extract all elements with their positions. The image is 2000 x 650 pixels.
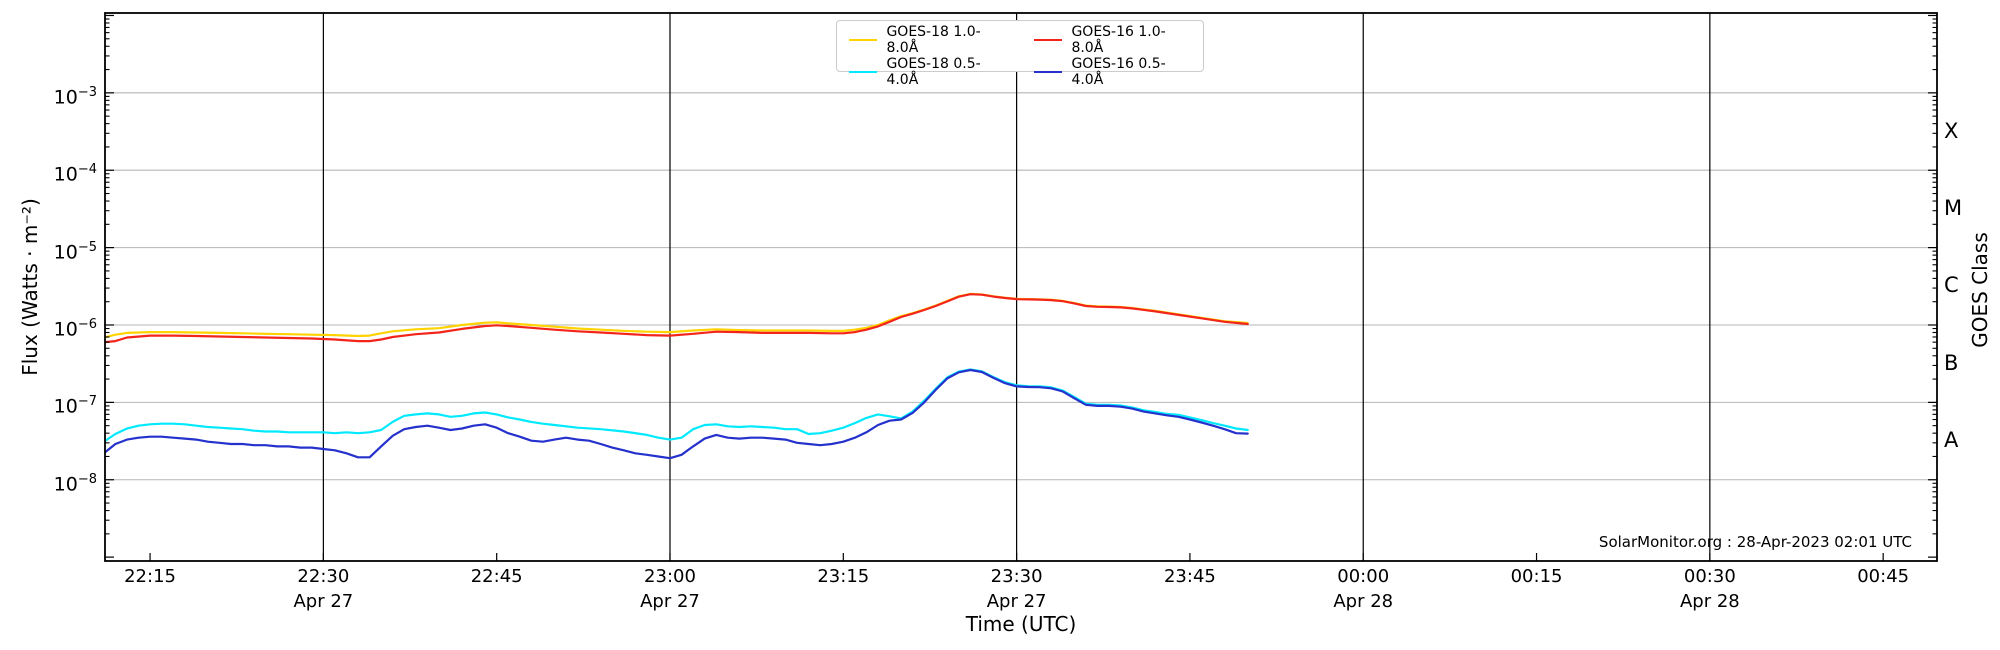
legend-item: GOES-16 0.5-4.0Å [1034,56,1191,88]
x-tick-date: Apr 27 [640,591,700,612]
legend-item: GOES-18 1.0-8.0Å [849,24,1006,56]
goes-class-letter: M [1944,195,1963,220]
legend-swatch [849,38,878,42]
right-axis-label: GOES Class [1968,232,1992,348]
x-tick-label: 00:15 [1510,566,1563,587]
x-tick-label: 00:00 [1337,566,1390,587]
x-tick-label: 23:30 [990,566,1043,587]
x-tick-label: 00:45 [1857,566,1910,587]
y-tick-label: 10−4 [53,162,97,186]
x-tick-label: 23:00 [644,566,696,587]
series-line [105,368,1249,460]
legend-item-label: GOES-16 0.5-4.0Å [1071,56,1166,88]
x-tick-date: Apr 28 [1333,591,1394,612]
plot-frame [104,12,1938,562]
series-line [105,368,1249,443]
y-tick-label: 10−6 [53,316,97,341]
x-tick-label: 22:30 [297,566,350,587]
y-tick-label: 10−5 [53,239,97,263]
legend-item-label: GOES-16 1.0-8.0Å [1071,24,1166,56]
axis-ticks [105,14,1937,561]
legend-item-label: GOES-18 1.0-8.0Å [886,24,981,56]
x-axis-label: Time (UTC) [965,612,1077,636]
legend-swatch [849,70,878,74]
x-tick-label: 23:15 [817,566,870,587]
series-lines [105,292,1249,460]
x-tick-label: 22:45 [470,566,523,587]
series-line [105,292,1249,339]
y-tick-label: 10−3 [53,84,97,109]
legend-swatch [1034,70,1063,74]
y-axis-label: Flux (Watts · m⁻²) [18,198,42,376]
legend-item: GOES-16 1.0-8.0Å [1034,24,1191,56]
legend-item-label: GOES-18 0.5-4.0Å [886,56,981,88]
x-tick-date: Apr 28 [1679,591,1740,612]
legend-swatch [1034,38,1063,42]
watermark-text: SolarMonitor.org : 28-Apr-2023 02:01 UTC [1598,533,1912,551]
series-line [105,293,1249,344]
vertical-gridlines [322,13,1711,561]
x-tick-date: Apr 27 [293,591,354,612]
x-tick-date: Apr 27 [986,591,1047,612]
y-tick-label: 10−8 [53,471,97,496]
goes-class-letter: B [1944,350,1959,375]
goes-class-letter: C [1944,273,1959,298]
x-tick-label: 23:45 [1163,566,1216,587]
goes-class-letter: X [1944,118,1959,143]
goes-class-letter: A [1944,428,1959,453]
y-tick-label: 10−7 [53,394,97,418]
horizontal-gridlines [105,92,1937,481]
x-tick-label: 22:15 [124,566,176,587]
legend-item: GOES-18 0.5-4.0Å [849,56,1006,88]
x-tick-label: 00:30 [1683,566,1736,587]
legend: GOES-18 1.0-8.0Å GOES-18 0.5-4.0Å GOES-16 … [836,20,1204,88]
